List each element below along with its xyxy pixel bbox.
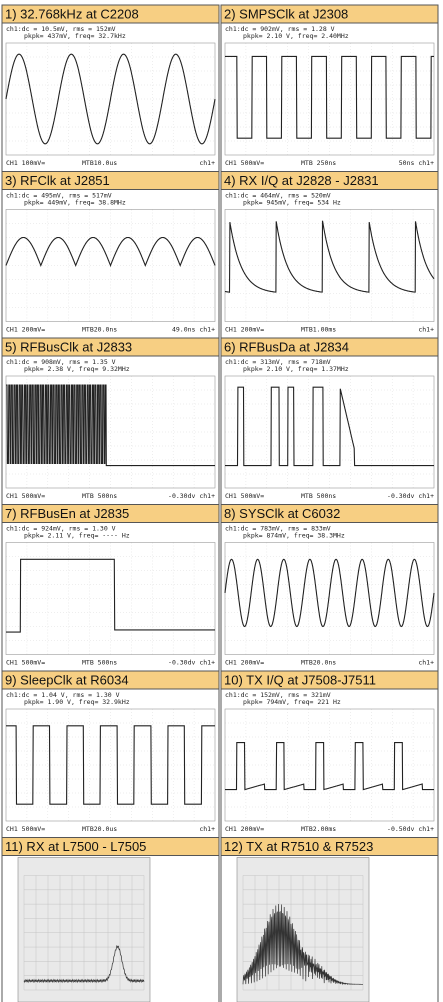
readout-line: pkpk= 437mV, freq= 32.7kHz (24, 32, 126, 40)
waveform (225, 386, 434, 467)
footer-text: CH1 200mV= (225, 326, 264, 334)
panel-title: 8) SYSClk at C6032 (224, 506, 340, 521)
footer-text: ch1+ (418, 326, 434, 334)
waveform (6, 725, 215, 805)
title-bar (1, 837, 220, 856)
footer-text: MTB 250ns (301, 159, 336, 167)
readout-line: ch1:dc = 902mV, rms = 1.28 V (225, 25, 335, 33)
plot-frame (224, 708, 435, 822)
footer-text: MTB 500ns (82, 492, 117, 500)
footer-text: CH1 200mV= (6, 326, 45, 334)
waveform (5, 53, 216, 145)
waveform (6, 558, 215, 633)
panel-title: 12) TX at R7510 & R7523 (224, 839, 373, 854)
readout-line: ch1:dc = 924mV, rms = 1.30 V (6, 525, 116, 533)
waveform (225, 55, 434, 139)
footer-text: -0.30dv ch1+ (387, 492, 434, 500)
footer-text: CH1 500mV= (225, 159, 264, 167)
waveform (5, 236, 216, 268)
panel-title: 9) SleepClk at R6034 (5, 672, 129, 687)
readout-line: ch1:dc = 1.04 V, rms = 1.30 V (6, 691, 120, 699)
panel-title: 1) 32.768kHz at C2208 (5, 6, 139, 21)
panel-title: 11) RX at L7500 - L7505 (5, 839, 146, 854)
waveform (225, 742, 434, 791)
panel-title: 4) RX I/Q at J2828 - J2831 (224, 173, 379, 188)
waveform (224, 558, 435, 628)
footer-text: MTB1.00ms (301, 326, 336, 334)
readout-line: pkpk= 2.38 V, freq= 9.32MHz (24, 365, 130, 373)
title-bar (220, 504, 439, 523)
footer-text: CH1 500mV= (6, 659, 45, 667)
readout-line: pkpk= 449mV, freq= 38.8MHz (24, 199, 126, 207)
footer-text: MTB20.0ns (82, 326, 117, 334)
footer-text: -0.30dv ch1+ (168, 659, 215, 667)
readout-line: pkpk= 945mV, freq= 534 Hz (243, 199, 341, 207)
footer-text: CH1 100mV= (6, 159, 45, 167)
readout-line: pkpk= 2.11 V, freq= ---- Hz (24, 532, 130, 540)
footer-text: MTB10.0us (82, 159, 117, 167)
footer-text: ch1+ (199, 159, 215, 167)
footer-text: CH1 200mV= (225, 825, 264, 833)
readout-line: pkpk= 1.90 V, freq= 32.9kHz (24, 698, 130, 706)
title-bar (220, 171, 439, 190)
plot-frame (224, 542, 435, 655)
footer-text: MTB20.0us (82, 825, 117, 833)
plot-frame (224, 209, 435, 322)
readout-line: pkpk= 794mV, freq= 221 Hz (243, 698, 341, 706)
waveform (6, 384, 215, 467)
readout-line: ch1:dc = 908mV, rms = 1.35 V (6, 358, 116, 366)
footer-text: CH1 200mV= (225, 659, 264, 667)
title-bar (220, 4, 439, 24)
plot-frame (5, 708, 216, 822)
footer-text: CH1 500mV= (6, 492, 45, 500)
panel-title: 2) SMPSClk at J2308 (224, 6, 348, 21)
readout-line: pkpk= 2.10 V, freq= 1.37MHz (243, 365, 349, 373)
panel-title: 3) RFClk at J2851 (5, 173, 110, 188)
footer-text: 49.0ns ch1+ (172, 326, 215, 334)
readout-line: ch1:dc = 495mV, rms = 517mV (6, 192, 112, 200)
footer-text: -0.50dv ch1+ (387, 825, 434, 833)
footer-text: MTB 500ns (82, 659, 117, 667)
plot-frame (224, 375, 435, 489)
title-bar (1, 337, 220, 357)
footer-text: CH1 500mV= (6, 825, 45, 833)
panel-title: 10) TX I/Q at J7508-J7511 (224, 672, 376, 687)
spectrum-trace (242, 903, 363, 986)
plot-frame (5, 542, 216, 655)
plot-frame (5, 375, 216, 489)
readout-line: ch1:dc = 152mV, rms = 321mV (225, 691, 331, 699)
readout-line: ch1:dc = 10.5mV, rms = 152mV (6, 25, 116, 33)
spectrum-trace (23, 944, 145, 984)
plot-frame (224, 42, 435, 156)
panel-title: 5) RFBusClk at J2833 (5, 339, 132, 354)
readout-line: pkpk= 874mV, freq= 38.3MHz (243, 532, 345, 540)
footer-text: MTB 500ns (301, 492, 336, 500)
readout-line: ch1:dc = 783mV, rms = 833mV (225, 525, 331, 533)
footer-text: -0.30dv ch1+ (168, 492, 215, 500)
readout-line: ch1:dc = 313mV, rms = 718mV (225, 358, 331, 366)
title-bar (220, 670, 439, 690)
readout-line: ch1:dc = 464mV, rms = 520mV (225, 192, 331, 200)
panel-title: 7) RFBusEn at J2835 (5, 506, 129, 521)
title-bar (1, 4, 220, 24)
waveform (224, 220, 435, 293)
readout-line: pkpk= 2.10 V, freq= 2.40MHz (243, 32, 349, 40)
title-bar (1, 504, 220, 523)
footer-text: MTB20.0ns (301, 659, 336, 667)
footer-text: ch1+ (418, 659, 434, 667)
footer-text: MTB2.00ms (301, 825, 336, 833)
footer-text: ch1+ (199, 825, 215, 833)
footer-text: CH1 500mV= (225, 492, 264, 500)
footer-text: 50ns ch1+ (399, 159, 434, 167)
title-bar (220, 337, 439, 357)
panel-title: 6) RFBusDa at J2834 (224, 339, 349, 354)
title-bar (1, 670, 220, 690)
title-bar (1, 171, 220, 190)
title-bar (220, 837, 439, 856)
